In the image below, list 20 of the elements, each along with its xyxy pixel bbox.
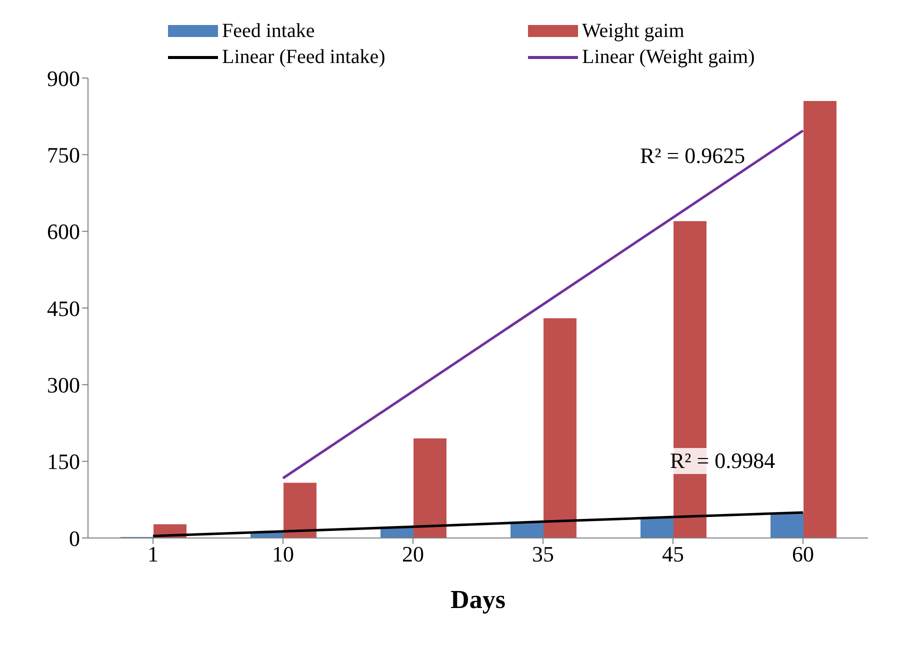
x-tick-label: 1 bbox=[148, 542, 158, 567]
x-tick-label: 10 bbox=[272, 542, 294, 567]
y-tick-label: 450 bbox=[47, 296, 80, 321]
y-tick-label: 600 bbox=[47, 219, 80, 244]
legend-label: Linear (Feed intake) bbox=[222, 46, 386, 68]
x-tick-label: 20 bbox=[402, 542, 424, 567]
legend-label: Weight gaim bbox=[582, 20, 684, 42]
y-tick-label: 900 bbox=[47, 66, 80, 91]
legend-label: Linear (Weight gaim) bbox=[582, 46, 755, 68]
legend-label: Feed intake bbox=[222, 20, 315, 42]
x-tick-label: 60 bbox=[792, 542, 814, 567]
x-axis-title: Days bbox=[450, 585, 506, 614]
x-tick-label: 45 bbox=[662, 542, 684, 567]
y-tick-label: 0 bbox=[69, 526, 80, 551]
annotation: R² = 0.9625 bbox=[639, 143, 746, 169]
y-tick-label: 150 bbox=[47, 449, 80, 474]
x-tick-label: 35 bbox=[532, 542, 554, 567]
annotation: R² = 0.9984 bbox=[668, 448, 778, 474]
y-tick-label: 300 bbox=[47, 372, 80, 398]
y-tick-label: 750 bbox=[47, 142, 80, 168]
